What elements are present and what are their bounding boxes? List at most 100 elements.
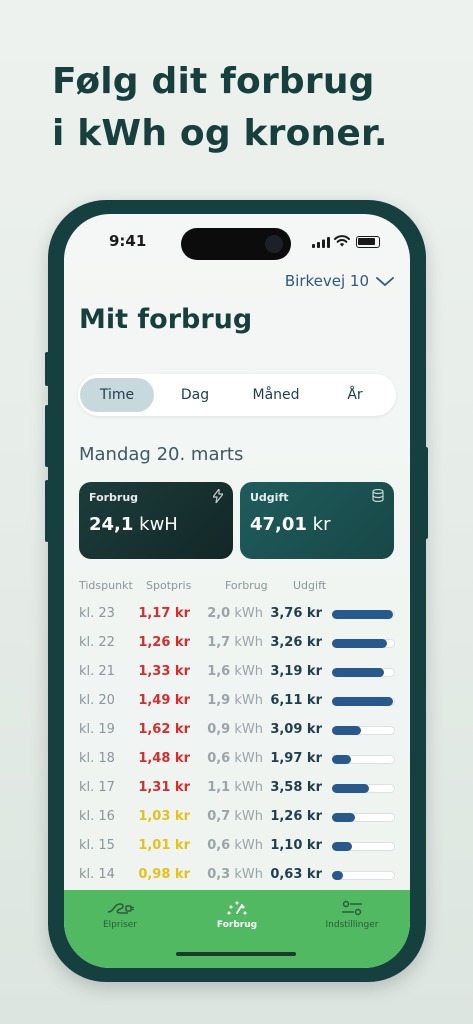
row-time: kl. 16 — [79, 809, 115, 824]
row-consumption: 0,9 kWh — [207, 722, 263, 737]
chevron-down-icon — [376, 276, 394, 286]
row-cost: 1,26 kr — [270, 809, 322, 824]
row-usage-fill — [332, 726, 361, 735]
table-row: kl. 21 1,33 kr 1,6 kWh 3,19 kr — [64, 664, 410, 693]
row-cost: 3,76 kr — [270, 606, 322, 621]
card-label: Udgift — [250, 491, 289, 504]
table-row: kl. 22 1,26 kr 1,7 kWh 3,26 kr — [64, 635, 410, 664]
row-cost: 3,26 kr — [270, 635, 322, 650]
row-spot-price: 1,48 kr — [138, 751, 190, 766]
cost-card: Udgift 47,01 kr — [240, 482, 394, 559]
row-consumption: 0,6 kWh — [207, 751, 263, 766]
table-row: kl. 20 1,49 kr 1,9 kWh 6,11 kr — [64, 693, 410, 722]
row-consumption: 1,6 kWh — [207, 664, 263, 679]
row-usage-bar — [332, 639, 395, 648]
nav-forbrug[interactable]: Forbrug — [197, 900, 277, 930]
row-usage-bar — [332, 813, 395, 822]
row-usage-fill — [332, 871, 343, 880]
row-time: kl. 20 — [79, 693, 115, 708]
signal-icon — [312, 237, 330, 248]
tab-dag[interactable]: Dag — [180, 387, 210, 403]
headline-line-1: Følg dit forbrug — [52, 61, 375, 102]
row-cost: 1,10 kr — [270, 838, 322, 853]
tab-time[interactable]: Time — [80, 378, 154, 412]
row-spot-price: 0,98 kr — [138, 867, 190, 882]
nav-label: Elpriser — [102, 920, 138, 930]
row-usage-fill — [332, 668, 384, 677]
nav-indstillinger[interactable]: Indstillinger — [312, 900, 392, 930]
row-consumption: 0,6 kWh — [207, 838, 263, 853]
lightning-icon — [213, 489, 223, 503]
table-row: kl. 14 0,98 kr 0,3 kWh 0,63 kr — [64, 867, 410, 896]
tab-maaned[interactable]: Måned — [252, 387, 300, 403]
row-cost: 1,97 kr — [270, 751, 322, 766]
dynamic-island — [181, 228, 291, 260]
plug-icon — [107, 903, 134, 914]
header-tidspunkt: Tidspunkt — [79, 579, 133, 592]
phone-side-button — [45, 480, 49, 542]
row-consumption: 1,7 kWh — [207, 635, 263, 650]
header-udgift: Udgift — [293, 579, 327, 592]
row-usage-fill — [332, 639, 387, 648]
row-spot-price: 1,17 kr — [138, 606, 190, 621]
row-spot-price: 1,33 kr — [138, 664, 190, 679]
row-spot-price: 1,01 kr — [138, 838, 190, 853]
row-consumption: 1,9 kWh — [207, 693, 263, 708]
row-cost: 3,58 kr — [270, 780, 322, 795]
row-consumption: 0,7 kWh — [207, 809, 263, 824]
status-bar: 9:41 — [64, 228, 410, 260]
row-usage-bar — [332, 755, 395, 764]
table-row: kl. 19 1,62 kr 0,9 kWh 3,09 kr — [64, 722, 410, 751]
row-time: kl. 15 — [79, 838, 115, 853]
phone-side-button — [45, 352, 49, 386]
row-time: kl. 19 — [79, 722, 115, 737]
table-row: kl. 15 1,01 kr 0,6 kWh 1,10 kr — [64, 838, 410, 867]
coins-icon — [372, 489, 384, 502]
card-value: 47,01 kr — [250, 514, 331, 535]
table-row: kl. 23 1,17 kr 2,0 kWh 3,76 kr — [64, 606, 410, 635]
row-usage-fill — [332, 697, 393, 706]
consumption-card: Forbrug 24,1 kwH — [79, 482, 233, 559]
status-time: 9:41 — [109, 232, 147, 250]
row-usage-bar — [332, 871, 395, 880]
table-row: kl. 17 1,31 kr 1,1 kWh 3,58 kr — [64, 780, 410, 809]
row-time: kl. 22 — [79, 635, 115, 650]
header-forbrug: Forbrug — [225, 579, 268, 592]
row-consumption: 1,1 kWh — [207, 780, 263, 795]
wifi-icon — [334, 235, 350, 247]
row-time: kl. 23 — [79, 606, 115, 621]
date-label: Mandag 20. marts — [79, 444, 244, 465]
address-selector[interactable]: Birkevej 10 — [285, 272, 394, 290]
row-cost: 3,19 kr — [270, 664, 322, 679]
headline-line-2: i kWh og kroner. — [52, 113, 388, 154]
row-usage-bar — [332, 842, 395, 851]
address-label: Birkevej 10 — [284, 272, 369, 290]
row-spot-price: 1,26 kr — [138, 635, 190, 650]
home-indicator — [176, 952, 296, 956]
row-time: kl. 17 — [79, 780, 115, 795]
card-value: 24,1 kwH — [89, 514, 178, 535]
nav-label: Indstillinger — [325, 920, 379, 930]
app-screen: 9:41 Birkevej 10 Mit forbrug Time Dag Må… — [64, 214, 410, 968]
bottom-nav: Elpriser Forbrug Indstillinger — [64, 890, 410, 968]
row-usage-fill — [332, 813, 355, 822]
phone-side-button — [424, 447, 428, 539]
header-spotpris: Spotpris — [146, 579, 192, 592]
row-spot-price: 1,31 kr — [138, 780, 190, 795]
camera-icon — [265, 235, 283, 253]
row-usage-fill — [332, 610, 393, 619]
tab-aar[interactable]: År — [347, 387, 363, 403]
battery-icon — [356, 236, 380, 248]
period-tabs: Time Dag Måned År — [78, 374, 396, 416]
row-time: kl. 18 — [79, 751, 115, 766]
row-usage-fill — [332, 755, 351, 764]
nav-elpriser[interactable]: Elpriser — [80, 900, 160, 930]
row-usage-bar — [332, 726, 395, 735]
row-usage-bar — [332, 784, 395, 793]
headline: Følg dit forbrug i kWh og kroner. — [52, 56, 452, 160]
row-time: kl. 21 — [79, 664, 115, 679]
row-time: kl. 14 — [79, 867, 115, 882]
row-cost: 0,63 kr — [270, 867, 322, 882]
row-cost: 6,11 kr — [270, 693, 322, 708]
meter-icon — [227, 901, 247, 915]
